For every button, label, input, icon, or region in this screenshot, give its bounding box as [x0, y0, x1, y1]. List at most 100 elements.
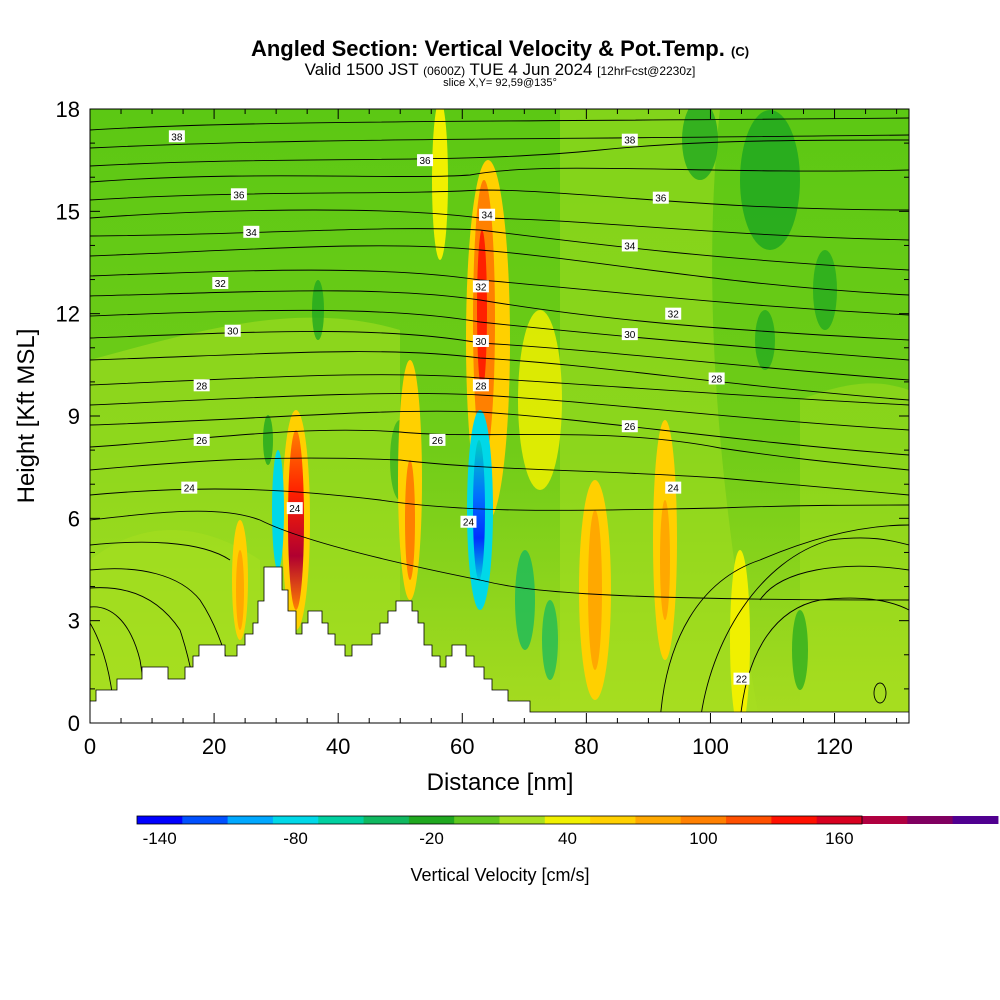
contour-label: 34 [246, 228, 258, 239]
valid-zulu: (0600Z) [423, 64, 466, 78]
contour-label: 30 [475, 337, 487, 348]
colorbar-swatch [680, 816, 727, 824]
contour-label: 32 [215, 279, 227, 290]
contour-label: 28 [475, 381, 487, 392]
contour-label: 32 [668, 310, 680, 321]
contour-label: 36 [233, 190, 245, 201]
y-axis-label: Height [Kft MSL] [13, 329, 40, 504]
contour-label-bg [286, 502, 303, 515]
contour-label: 36 [655, 194, 667, 205]
x-tick-label: 20 [202, 734, 226, 759]
contour-label: 24 [184, 484, 196, 495]
contour-label: 30 [624, 330, 636, 341]
colorbar-swatch [907, 816, 954, 824]
contour-label-bg [417, 154, 434, 167]
title-main: Angled Section: Vertical Velocity & Pot.… [250, 36, 725, 61]
copyright-mark: (C) [731, 44, 750, 59]
y-tick-label: 6 [68, 506, 80, 531]
contour-label-bg [665, 307, 682, 320]
colorbar-swatch [635, 816, 682, 824]
contour-labels: 38 38 36 36 36 34 34 34 32 32 32 30 30 30 28 28 28 26 26 26… [168, 130, 750, 686]
contour-label: 22 [736, 675, 748, 686]
colorbar-swatch [816, 816, 863, 824]
y-tick-label: 12 [56, 302, 80, 327]
contour-label-bg [621, 420, 638, 433]
colorbar-swatch [182, 816, 229, 824]
colorbar-swatch [499, 816, 546, 824]
contour-label-bg [733, 672, 750, 685]
contour-label-bg [708, 372, 725, 385]
x-tick-label: 60 [450, 734, 474, 759]
contour-label: 24 [463, 518, 475, 529]
y-tick-label: 18 [56, 97, 80, 122]
contour-label-bg [460, 515, 477, 528]
y-tick-label: 0 [68, 711, 80, 736]
forecast-info: [12hrFcst@2230z] [597, 64, 696, 78]
colorbar-swatch [726, 816, 772, 824]
y-tick-label: 15 [56, 199, 80, 224]
chart-subtitle: Valid 1500 JST (0600Z) TUE 4 Jun 2024 [1… [0, 60, 1000, 80]
x-tick-label: 0 [84, 734, 96, 759]
colorbar-swatch [590, 816, 636, 824]
colorbar-swatch [454, 816, 500, 824]
contour-label-bg [652, 191, 669, 204]
terrain [89, 566, 910, 724]
colorbar-swatch [272, 816, 319, 824]
colorbar-swatch [544, 816, 591, 824]
x-tick-label: 80 [574, 734, 598, 759]
colorbar-frame [136, 815, 863, 825]
contour-label: 24 [289, 504, 301, 515]
colorbar-tick-label: 40 [558, 829, 577, 848]
contour-label-bg [429, 433, 446, 446]
chart-title: Angled Section: Vertical Velocity & Pot.… [0, 36, 1000, 62]
contour-label-bg [665, 481, 682, 494]
colorbar-swatch [408, 816, 455, 824]
slice-info: slice X,Y= 92,59@135° [443, 77, 557, 89]
colorbar-tick-label: 100 [689, 829, 717, 848]
colorbar-tick-label: -140 [143, 829, 177, 848]
contour-label-bg [621, 328, 638, 341]
contour-label-bg [243, 225, 260, 238]
valid-date: TUE 4 Jun 2024 [469, 60, 593, 79]
contour-label-bg [621, 133, 638, 146]
contour-label: 38 [624, 136, 636, 147]
contour-label-bg [472, 334, 489, 347]
y-tick-label: 9 [68, 404, 80, 429]
x-tick-label: 100 [692, 734, 729, 759]
contour-label: 24 [668, 484, 680, 495]
colorbar-label: Vertical Velocity [cm/s] [410, 865, 589, 885]
contour-label-bg [472, 379, 489, 392]
contour-label-bg [621, 239, 638, 252]
contour-label: 26 [196, 436, 208, 447]
contour-label: 28 [711, 374, 723, 385]
valid-time: Valid 1500 JST [304, 60, 419, 79]
contour-label-bg [193, 433, 210, 446]
y-tick-label: 3 [68, 609, 80, 634]
contour-label: 34 [482, 211, 494, 222]
contour-label-bg [472, 280, 489, 293]
contour-label-bg [168, 130, 185, 143]
contour-label-bg [193, 379, 210, 392]
colorbar-swatch [363, 816, 410, 824]
contour-label: 26 [432, 436, 444, 447]
colorbar-tick-label: -80 [283, 829, 308, 848]
x-axis: 0 20 40 60 80 100 120 [84, 109, 898, 759]
contour-label-bg [181, 481, 198, 494]
contour-label: 32 [475, 282, 487, 293]
contour-label: 28 [196, 381, 208, 392]
contour-label: 34 [624, 241, 636, 252]
contour-label-bg [230, 188, 247, 201]
colorbar-swatch [771, 816, 818, 824]
contour-label-bg [212, 276, 229, 289]
contour-label-bg [479, 208, 496, 221]
colorbar-swatch [137, 816, 183, 824]
colorbar-swatch [952, 816, 999, 824]
x-tick-label: 120 [816, 734, 853, 759]
contour-label-bg [224, 324, 241, 337]
colorbar-tick-label: -20 [419, 829, 444, 848]
colorbar-swatch [318, 816, 365, 824]
colorbar-swatch [227, 816, 274, 824]
colorbar-tick-label: 160 [825, 829, 853, 848]
